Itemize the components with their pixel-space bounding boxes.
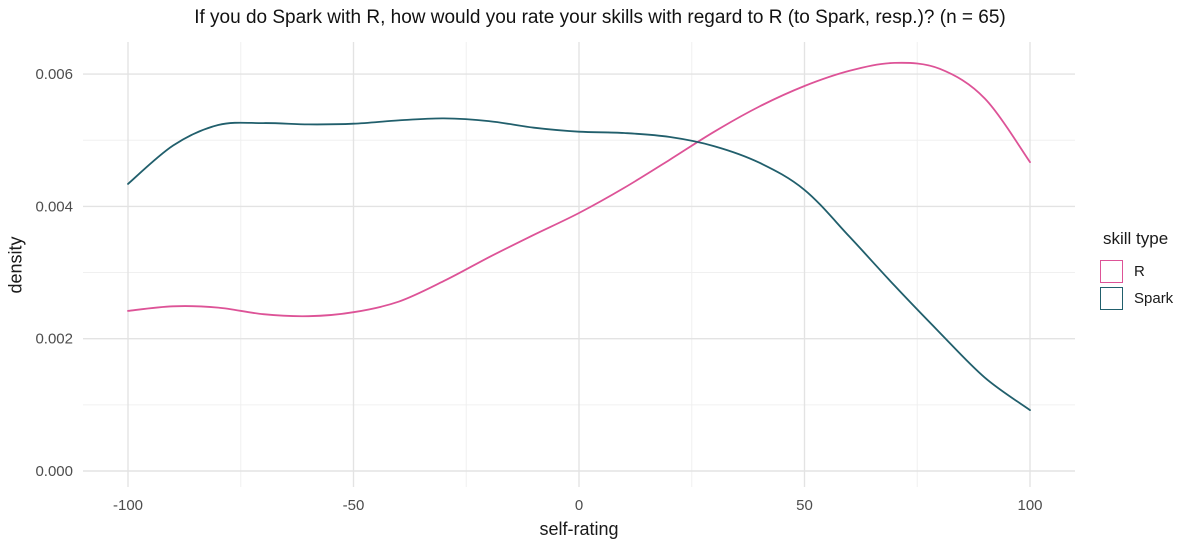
x-tick-label: -100 — [113, 497, 143, 514]
legend-label: Spark — [1134, 289, 1174, 307]
legend-label: R — [1134, 262, 1145, 280]
legend: skill type R Spark — [1100, 229, 1200, 312]
legend-entries: R Spark — [1100, 258, 1200, 311]
y-tick-label: 0.006 — [35, 66, 73, 83]
y-tick-label: 0.004 — [35, 198, 73, 215]
x-tick-label: 0 — [575, 497, 583, 514]
x-axis-title: self-rating — [539, 519, 619, 539]
y-tick-label: 0.002 — [35, 331, 73, 348]
plot-title: If you do Spark with R, how would you ra… — [194, 7, 1006, 28]
x-tick-label: 100 — [1017, 497, 1042, 514]
legend-entry-spark: Spark — [1100, 285, 1200, 311]
series-line-spark — [127, 117, 1031, 411]
x-tick-label: 50 — [796, 497, 813, 514]
legend-key-r — [1100, 259, 1123, 283]
series-line-r — [127, 61, 1031, 318]
y-tick-label: 0.000 — [35, 463, 73, 480]
x-tick-label: -50 — [343, 497, 365, 514]
legend-title: skill type — [1103, 229, 1169, 248]
legend-key-spark — [1100, 286, 1123, 310]
legend-entry-r: R — [1100, 258, 1200, 284]
